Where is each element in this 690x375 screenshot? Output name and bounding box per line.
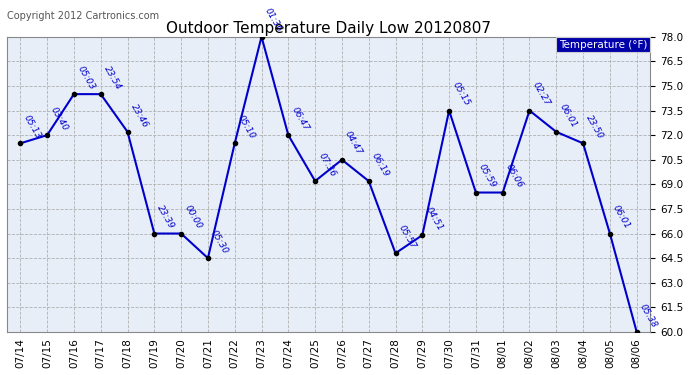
Title: Outdoor Temperature Daily Low 20120807: Outdoor Temperature Daily Low 20120807 bbox=[166, 21, 491, 36]
Text: 04:47: 04:47 bbox=[344, 130, 364, 157]
Text: 23:46: 23:46 bbox=[129, 102, 150, 129]
Text: 04:51: 04:51 bbox=[424, 206, 444, 232]
Text: 02:27: 02:27 bbox=[531, 81, 552, 108]
Text: 23:54: 23:54 bbox=[102, 64, 123, 92]
Text: 06:19: 06:19 bbox=[370, 151, 391, 178]
Text: 06:01: 06:01 bbox=[611, 204, 632, 231]
Text: 05:03: 05:03 bbox=[75, 64, 96, 92]
Text: 06:01: 06:01 bbox=[558, 102, 578, 129]
Text: 23:50: 23:50 bbox=[584, 114, 605, 141]
Text: 03:40: 03:40 bbox=[48, 105, 69, 132]
Text: 06:47: 06:47 bbox=[290, 105, 310, 132]
Text: 05:30: 05:30 bbox=[209, 228, 230, 255]
Text: Temperature (°F): Temperature (°F) bbox=[559, 39, 647, 50]
Text: 05:57: 05:57 bbox=[397, 224, 417, 251]
Text: 07:36: 07:36 bbox=[317, 151, 337, 178]
Text: 05:15: 05:15 bbox=[451, 81, 471, 108]
Text: 01:36: 01:36 bbox=[263, 7, 284, 34]
Text: 05:59: 05:59 bbox=[477, 163, 498, 190]
Text: Copyright 2012 Cartronics.com: Copyright 2012 Cartronics.com bbox=[7, 11, 159, 21]
Text: 06:06: 06:06 bbox=[504, 163, 525, 190]
Text: 05:10: 05:10 bbox=[236, 114, 257, 141]
Text: 00:00: 00:00 bbox=[183, 204, 204, 231]
Text: 05:38: 05:38 bbox=[638, 302, 659, 329]
Text: 05:13: 05:13 bbox=[21, 114, 43, 141]
Text: 23:39: 23:39 bbox=[156, 204, 177, 231]
